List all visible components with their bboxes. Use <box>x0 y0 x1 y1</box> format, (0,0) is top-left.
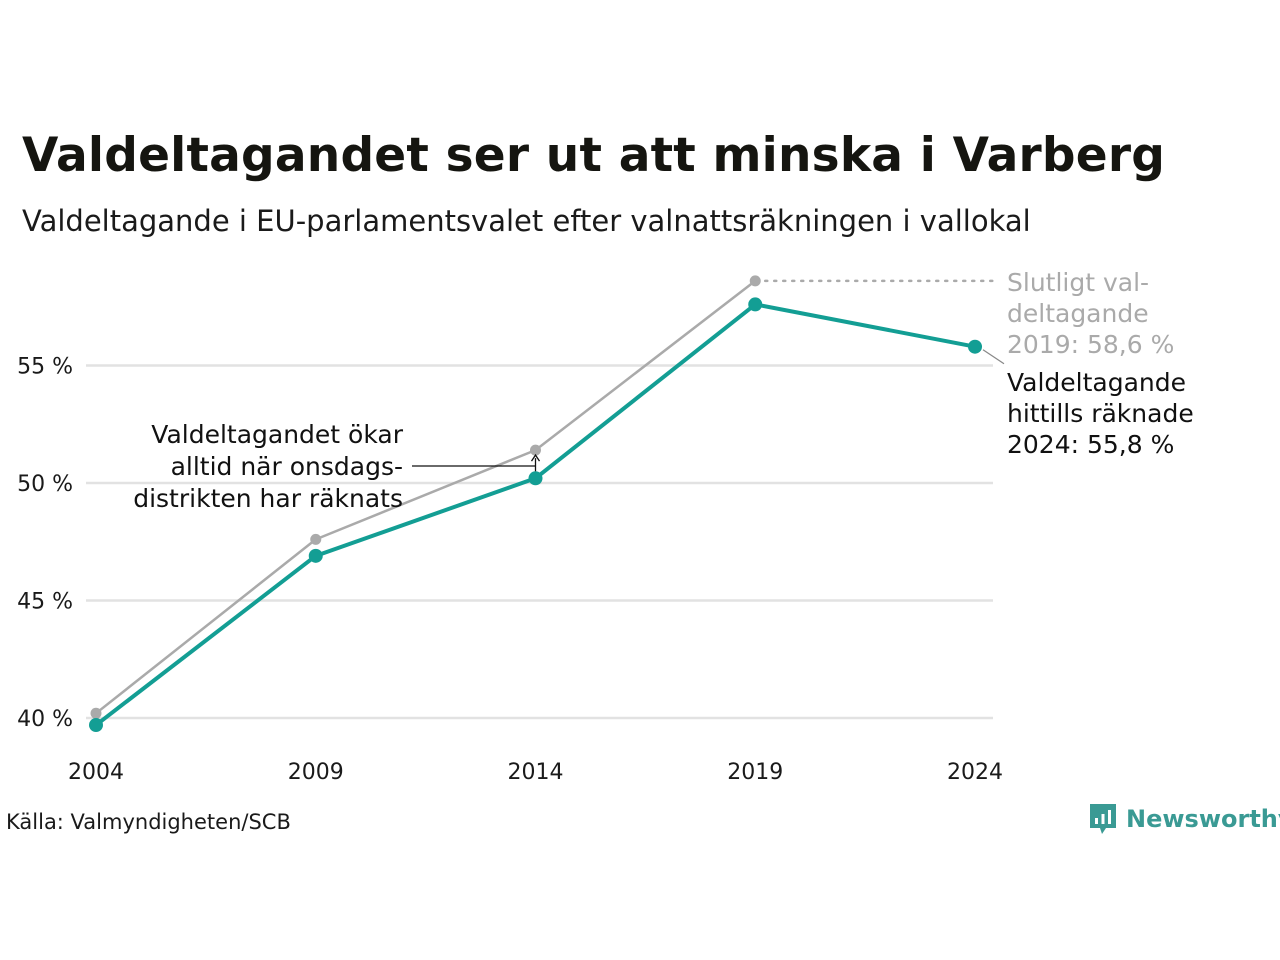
y-tick-label: 45 % <box>17 590 73 615</box>
y-axis-ticks: 40 % 45 % 50 % 55 % <box>17 355 73 733</box>
chart-title: Valdeltagandet ser ut att minska i Varbe… <box>22 128 1166 183</box>
counted-2024-leader <box>982 349 1005 365</box>
counted-2024-label: Valdeltagande hittills räknade 2024: 55,8 … <box>1007 368 1194 459</box>
brand-logo: Newsworthy <box>1088 802 1280 836</box>
x-axis-ticks: 2004 2009 2014 2019 2024 <box>68 760 1003 785</box>
source-note: Källa: Valmyndigheten/SCB <box>6 810 291 834</box>
annotation-line: 2024: 55,8 % <box>1007 430 1174 459</box>
data-point-counted <box>308 548 323 563</box>
data-point-final <box>310 533 322 545</box>
y-tick-label: 50 % <box>17 472 73 497</box>
series-line-counted <box>94 302 976 727</box>
series <box>89 275 982 733</box>
annotation-line: 2019: 58,6 % <box>1007 330 1174 359</box>
data-point-counted <box>528 471 543 486</box>
data-point-counted <box>748 297 763 312</box>
final-2019-label: Slutligt val-deltagande 2019: 58,6 % <box>1007 268 1174 359</box>
bar-chart-speech-icon <box>1090 804 1116 834</box>
gridlines <box>86 364 993 720</box>
data-point-final <box>749 275 761 287</box>
x-tick-label: 2024 <box>947 760 1003 785</box>
brand-name: Newsworthy <box>1126 805 1280 833</box>
annotation-line: Slutligt val- <box>1007 268 1149 297</box>
x-tick-label: 2019 <box>727 760 783 785</box>
annotation-line: Valdeltagande <box>1007 368 1186 397</box>
series-line-final <box>95 279 757 715</box>
wednesday-note: Valdeltagandet ökar alltid när onsdags-di… <box>133 420 403 513</box>
annotation-line: Valdeltagandet ökar <box>151 420 403 449</box>
x-tick-label: 2014 <box>508 760 564 785</box>
note-arrow-head <box>530 453 541 462</box>
y-tick-label: 40 % <box>17 707 73 732</box>
annotation-line: distrikten har räknats <box>133 484 403 513</box>
x-tick-label: 2009 <box>288 760 344 785</box>
annotation-line: alltid när onsdags- <box>171 452 403 481</box>
x-tick-label: 2004 <box>68 760 124 785</box>
annotations: Slutligt val-deltagande 2019: 58,6 %Valde… <box>133 268 1193 513</box>
data-point-final <box>90 707 102 719</box>
data-point-final <box>530 444 541 456</box>
chart-subtitle: Valdeltagande i EU-parlamentsvalet efter… <box>22 204 1031 238</box>
annotation-line: hittills räknade <box>1007 399 1194 428</box>
y-tick-label: 55 % <box>17 355 73 380</box>
annotation-line: deltagande <box>1007 299 1149 328</box>
data-point-counted <box>89 718 103 733</box>
data-point-counted <box>968 339 982 354</box>
